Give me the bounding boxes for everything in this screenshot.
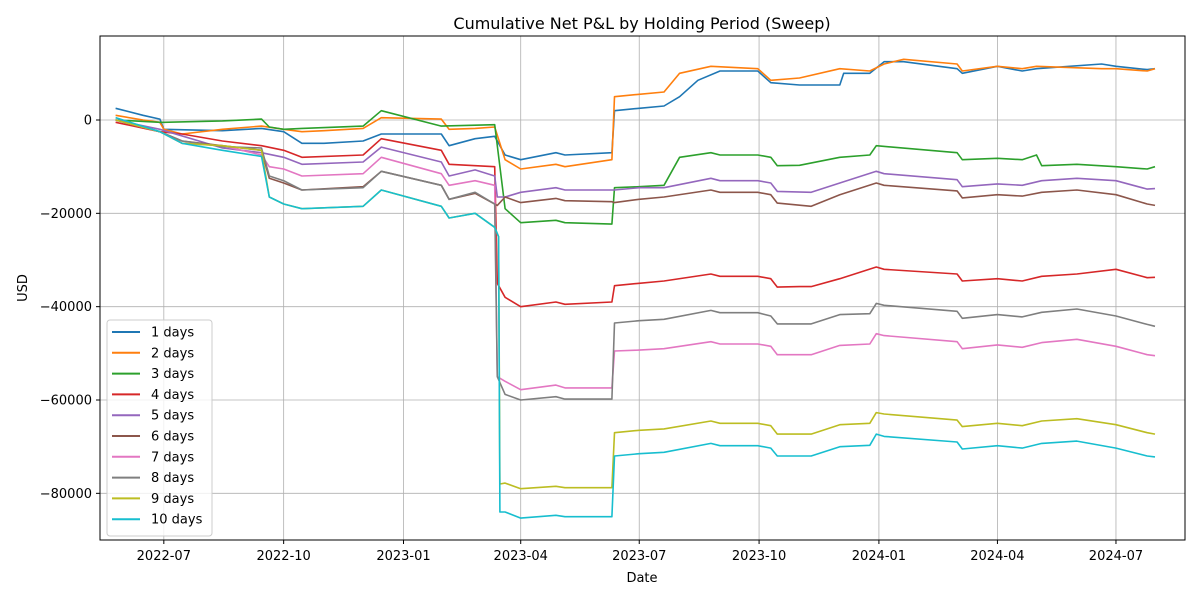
legend-label: 9 days <box>151 492 194 507</box>
legend-label: 5 days <box>151 409 194 424</box>
chart-title: Cumulative Net P&L by Holding Period (Sw… <box>453 14 830 33</box>
legend-label: 7 days <box>151 450 194 465</box>
series-line-2 <box>115 58 1156 170</box>
y-tick-label: −60000 <box>40 394 92 409</box>
legend: 1 days 2 days 3 days 4 days 5 days 6 days 7 da… <box>106 319 213 537</box>
x-tick-label: 2023-10 <box>732 549 786 564</box>
x-tick-label: 2024-01 <box>852 549 906 564</box>
series-line-3 <box>115 109 1156 225</box>
series-lines <box>115 58 1156 519</box>
legend-label: 6 days <box>151 430 194 445</box>
legend-label: 2 days <box>151 346 194 361</box>
grid <box>100 36 1185 540</box>
plot-frame <box>99 35 1186 541</box>
x-tick-label: 2022-10 <box>256 549 310 564</box>
series-line-10 <box>115 116 1156 519</box>
series-line-4 <box>115 121 1156 308</box>
y-tick-label: 0 <box>84 114 92 129</box>
series-line-5 <box>115 119 1156 198</box>
legend-label: 8 days <box>151 471 194 486</box>
x-axis-title: Date <box>626 571 657 586</box>
series-line-6 <box>115 119 1156 208</box>
y-tick-label: −80000 <box>40 487 92 502</box>
series-line-9 <box>115 119 1156 490</box>
series-line-8 <box>115 119 1156 401</box>
legend-label: 10 days <box>151 513 203 528</box>
legend-label: 3 days <box>151 367 194 382</box>
x-axis-ticks: 2022-07 2022-10 2023-01 2023-04 2023-07 2023-… <box>137 540 1143 564</box>
y-tick-label: −20000 <box>40 207 92 222</box>
y-axis-ticks: 0 −20000 −40000 −60000 −80000 <box>40 114 100 502</box>
y-axis-title: USD <box>16 274 31 302</box>
x-tick-label: 2023-07 <box>612 549 666 564</box>
series-line-1 <box>115 60 1156 161</box>
legend-label: 4 days <box>151 388 194 403</box>
legend-label: 1 days <box>151 326 194 341</box>
y-tick-label: −40000 <box>40 300 92 315</box>
x-tick-label: 2023-01 <box>376 549 430 564</box>
x-tick-label: 2022-07 <box>137 549 191 564</box>
series-line-7 <box>115 119 1156 391</box>
x-tick-label: 2023-04 <box>494 549 548 564</box>
x-tick-label: 2024-04 <box>970 549 1024 564</box>
x-tick-label: 2024-07 <box>1089 549 1143 564</box>
